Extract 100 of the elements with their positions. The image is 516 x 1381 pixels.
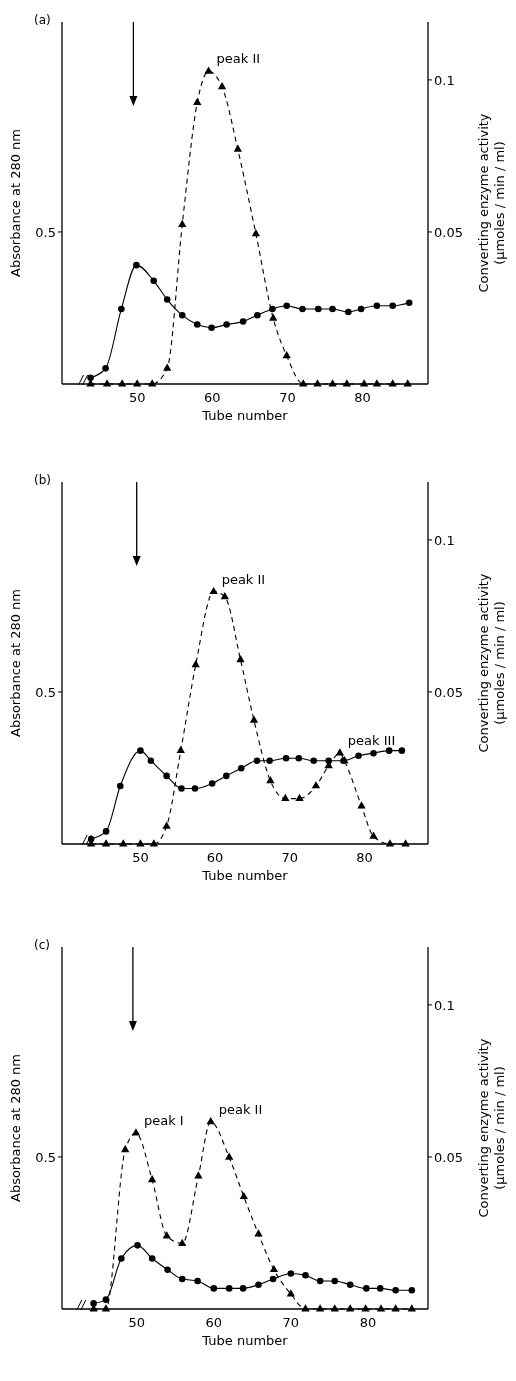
x-tick-label: 60 <box>205 1315 223 1330</box>
point <box>148 379 157 387</box>
point <box>119 839 128 847</box>
point <box>295 754 303 762</box>
point <box>193 97 202 105</box>
text: 0.05 <box>434 224 463 240</box>
point <box>281 793 290 801</box>
point <box>178 785 185 792</box>
point <box>342 379 351 387</box>
point <box>299 305 306 313</box>
point <box>269 305 276 313</box>
point <box>283 302 290 310</box>
point <box>398 747 406 754</box>
annotation: peak I <box>143 1113 184 1129</box>
point <box>225 1152 234 1160</box>
point <box>357 305 365 313</box>
point <box>193 321 201 328</box>
point <box>149 839 159 847</box>
point <box>134 1242 141 1249</box>
text: 0.5 <box>35 1149 56 1165</box>
point <box>220 591 229 600</box>
point <box>287 1270 295 1277</box>
text: 0.05 <box>434 684 463 700</box>
point <box>355 752 362 759</box>
point <box>255 1281 262 1288</box>
point <box>372 379 382 387</box>
point <box>331 1277 339 1285</box>
point <box>357 801 366 809</box>
point <box>162 1231 171 1239</box>
point <box>164 1266 171 1273</box>
point <box>102 365 109 372</box>
text: peak II <box>218 1101 263 1117</box>
point <box>389 302 396 310</box>
point <box>101 839 111 847</box>
y2-axis-title: Converting enzyme activity (µmoles / min / ml) <box>476 1038 507 1218</box>
point <box>194 1277 201 1285</box>
point <box>369 831 378 839</box>
point <box>391 1304 400 1312</box>
point <box>223 772 230 780</box>
x-tick-label: 50 <box>128 390 146 405</box>
point <box>346 1281 354 1288</box>
point <box>405 299 413 306</box>
x-tick-label: 80 <box>359 1315 377 1330</box>
point <box>209 586 218 595</box>
point <box>407 1304 416 1312</box>
x-tick-label: 70 <box>279 390 296 405</box>
point <box>310 757 318 765</box>
point <box>282 754 290 762</box>
point <box>408 1287 416 1294</box>
point <box>117 379 127 387</box>
x-tick-label: 80 <box>356 850 373 865</box>
point <box>178 311 186 319</box>
point <box>87 835 95 843</box>
point <box>150 277 157 285</box>
x-axis-title: Tube number <box>201 868 289 883</box>
point <box>345 308 352 316</box>
x-tick-label: 80 <box>354 390 371 405</box>
point <box>236 655 245 663</box>
point <box>254 311 261 319</box>
point <box>329 305 336 313</box>
point <box>359 379 369 387</box>
point <box>116 782 124 790</box>
text: peak II <box>221 571 266 587</box>
point <box>87 374 94 382</box>
point <box>208 780 216 787</box>
point <box>239 318 247 325</box>
point <box>206 1117 215 1125</box>
point <box>269 313 278 321</box>
point <box>269 1264 279 1273</box>
point <box>102 379 112 387</box>
point <box>269 1275 277 1283</box>
point <box>163 363 172 371</box>
point <box>301 1304 310 1312</box>
x-tick-label: 50 <box>128 1315 146 1330</box>
text: 0.5 <box>35 224 56 240</box>
point <box>217 82 227 90</box>
point <box>178 219 187 227</box>
point <box>313 379 322 387</box>
chart-title: (b) <box>34 473 51 487</box>
point <box>373 302 381 310</box>
point <box>249 715 259 723</box>
point <box>163 296 171 303</box>
point <box>239 1285 247 1292</box>
point <box>314 305 322 313</box>
point <box>328 379 337 387</box>
point <box>325 757 332 765</box>
x-tick-label: 50 <box>132 850 149 865</box>
point <box>335 748 345 756</box>
point <box>266 776 275 784</box>
y2-axis-title: Converting enzyme activity (µmoles / min / ml) <box>476 113 507 293</box>
point <box>118 1255 125 1262</box>
point <box>147 1175 157 1183</box>
point <box>392 1287 399 1294</box>
point <box>330 1304 339 1312</box>
point <box>311 781 321 789</box>
point <box>102 1296 110 1303</box>
point <box>282 351 291 359</box>
point <box>388 379 397 387</box>
point <box>191 785 199 792</box>
text: 0.1 <box>434 72 455 88</box>
